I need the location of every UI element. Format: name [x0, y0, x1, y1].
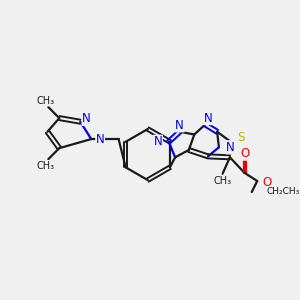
Text: CH₃: CH₃ [37, 96, 55, 106]
Text: S: S [237, 131, 244, 144]
Text: N: N [175, 119, 184, 132]
Text: N: N [154, 135, 162, 148]
Text: CH₂CH₃: CH₂CH₃ [266, 188, 300, 196]
Text: N: N [82, 112, 91, 125]
Text: N: N [96, 133, 104, 146]
Text: N: N [226, 141, 235, 154]
Text: CH₃: CH₃ [214, 176, 232, 186]
Text: O: O [241, 147, 250, 160]
Text: N: N [204, 112, 212, 124]
Text: O: O [263, 176, 272, 189]
Text: CH₃: CH₃ [37, 160, 55, 170]
